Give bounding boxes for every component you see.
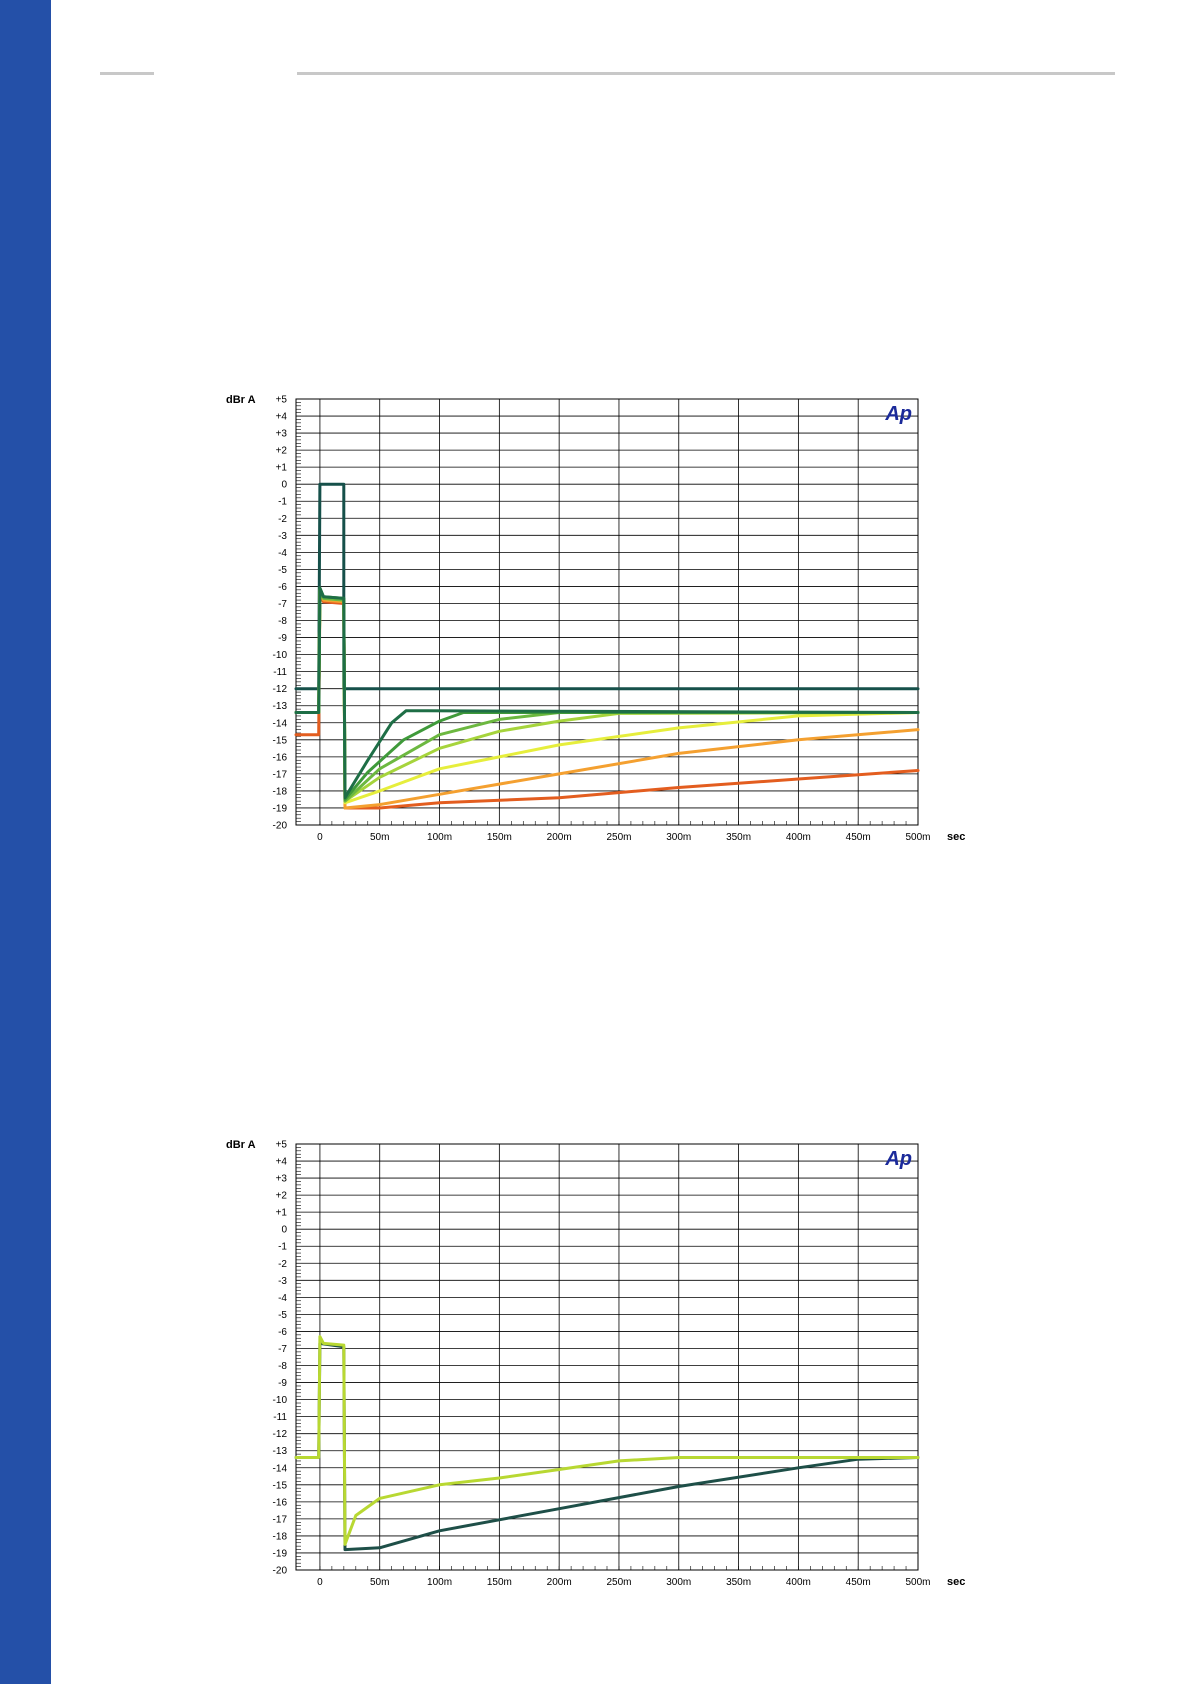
y-tick-label: -1: [278, 1242, 287, 1253]
series-line-5: [294, 588, 920, 803]
y-tick-label: -20: [273, 821, 288, 832]
x-tick-label: 0: [317, 832, 323, 843]
y-tick-label: -4: [278, 1293, 287, 1304]
y-tick-label: -2: [278, 514, 287, 525]
x-tick-label: 100m: [427, 1577, 452, 1588]
x-tick-label: 500m: [905, 832, 930, 843]
x-tick-label: 200m: [547, 832, 572, 843]
x-tick-label: 350m: [726, 832, 751, 843]
x-axis-label: sec: [947, 1576, 965, 1588]
y-tick-label: -6: [278, 1327, 287, 1338]
y-tick-label: +2: [276, 1191, 288, 1202]
y-tick-label: -20: [273, 1566, 288, 1577]
x-tick-label: 450m: [846, 832, 871, 843]
header-rule-long: [297, 72, 1115, 75]
series-line-2: [294, 593, 920, 810]
y-tick-label: 0: [281, 1225, 287, 1236]
y-tick-label: -16: [273, 1497, 288, 1508]
x-tick-label: 200m: [547, 1577, 572, 1588]
y-tick-label: -19: [273, 1548, 288, 1559]
side-bar: [0, 0, 51, 1684]
y-tick-label: -9: [278, 633, 287, 644]
chart-1: +5 +4 +3 +2 +1 0 -1 -2 -3 -4 -5 -6 -7 -8 -9 -10 -11 -12 -1…: [0, 385, 1191, 855]
series-line-3: [294, 590, 920, 810]
x-tick-label: 300m: [666, 832, 691, 843]
y-tick-label: +3: [276, 429, 288, 440]
x-tick-label: 100m: [427, 832, 452, 843]
x-tick-label: 50m: [370, 1577, 389, 1588]
y-axis-label: dBr A: [226, 1139, 256, 1151]
plot-frame: [295, 398, 919, 826]
y-tick-label: -18: [273, 786, 288, 797]
y-tick-label: -15: [273, 735, 288, 746]
plot-frame: [295, 1143, 919, 1571]
series-line-1: [294, 482, 920, 691]
series-line-6: [294, 586, 920, 803]
y-tick-label: -10: [273, 1395, 288, 1406]
y-tick-label: -18: [273, 1531, 288, 1542]
y-tick-label: -7: [278, 599, 287, 610]
chart-2: +5 +4 +3 +2 +1 0 -1 -2 -3 -4 -5 -6 -7 -8 -9 -10 -11 -12 -1…: [0, 1130, 1191, 1600]
y-tick-label: +1: [276, 463, 288, 474]
series-line-8: [294, 586, 920, 800]
x-tick-label: 350m: [726, 1577, 751, 1588]
x-axis-label: sec: [947, 831, 965, 843]
y-tick-label: -19: [273, 803, 288, 814]
y-tick-label: -15: [273, 1480, 288, 1491]
y-tick-label: -8: [278, 616, 287, 627]
y-tick-label: 0: [281, 480, 287, 491]
chart-2-svg: +5 +4 +3 +2 +1 0 -1 -2 -3 -4 -5 -6 -7 -8 -9 -10 -11 -12 -1…: [226, 1139, 965, 1588]
y-tick-label: -4: [278, 548, 287, 559]
x-tick-label: 400m: [786, 832, 811, 843]
series-line-4: [294, 588, 920, 805]
y-tick-label: -5: [278, 1310, 287, 1321]
y-tick-label: -2: [278, 1259, 287, 1270]
y-tick-label: -5: [278, 565, 287, 576]
y-tick-label: -11: [273, 667, 287, 678]
x-tick-label: 300m: [666, 1577, 691, 1588]
x-tick-label: 0: [317, 1577, 323, 1588]
y-tick-label: +1: [276, 1208, 288, 1219]
y-tick-label: -16: [273, 752, 288, 763]
y-tick-label: -3: [278, 531, 287, 542]
x-tick-label: 250m: [606, 1577, 631, 1588]
y-tick-label: -3: [278, 1276, 287, 1287]
y-tick-label: -17: [273, 1514, 288, 1525]
x-tick-label: 500m: [905, 1577, 930, 1588]
y-tick-label: +4: [276, 412, 288, 423]
y-axis-label: dBr A: [226, 394, 256, 406]
y-tick-label: -10: [273, 650, 288, 661]
series-line-2: [294, 1335, 920, 1546]
y-tick-label: -1: [278, 497, 287, 508]
x-tick-label: 250m: [606, 832, 631, 843]
y-tick-label: -11: [273, 1412, 287, 1423]
y-tick-label: -6: [278, 582, 287, 593]
y-tick-label: +4: [276, 1157, 288, 1168]
ap-logo: Ap: [884, 1148, 912, 1170]
y-tick-label: +5: [276, 395, 288, 406]
y-tick-label: -8: [278, 1361, 287, 1372]
y-tick-label: -12: [273, 684, 288, 695]
x-tick-label: 50m: [370, 832, 389, 843]
header-rule-short: [100, 72, 154, 75]
y-tick-label: -13: [273, 1446, 288, 1457]
chart-1-svg: +5 +4 +3 +2 +1 0 -1 -2 -3 -4 -5 -6 -7 -8 -9 -10 -11 -12 -1…: [226, 394, 965, 843]
x-tick-label: 150m: [487, 832, 512, 843]
y-tick-label: -9: [278, 1378, 287, 1389]
y-tick-label: +2: [276, 446, 288, 457]
y-tick-label: +3: [276, 1174, 288, 1185]
x-tick-label: 150m: [487, 1577, 512, 1588]
series-line-7: [294, 586, 920, 801]
y-tick-label: -14: [273, 1463, 288, 1474]
y-tick-label: -12: [273, 1429, 288, 1440]
y-tick-label: -13: [273, 701, 288, 712]
y-tick-label: -14: [273, 718, 288, 729]
x-tick-label: 400m: [786, 1577, 811, 1588]
y-tick-label: -17: [273, 769, 288, 780]
y-tick-label: -7: [278, 1344, 287, 1355]
x-tick-label: 450m: [846, 1577, 871, 1588]
ap-logo: Ap: [884, 403, 912, 425]
y-tick-label: +5: [276, 1140, 288, 1151]
